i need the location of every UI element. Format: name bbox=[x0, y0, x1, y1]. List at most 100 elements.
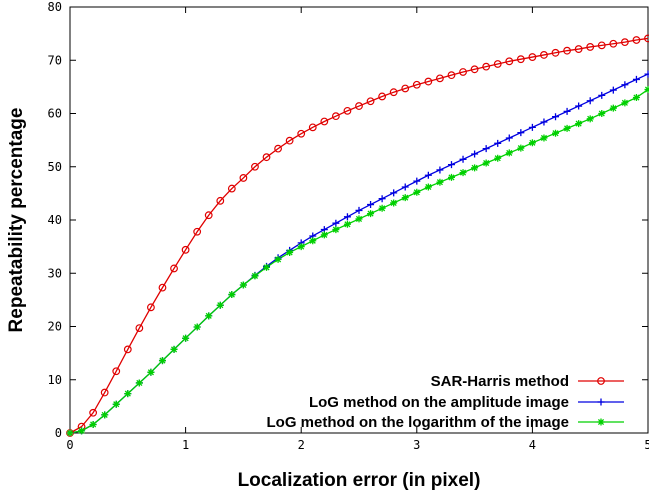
legend-label-3: LoG method on the logarithm of the image bbox=[267, 414, 570, 431]
series-3-point bbox=[112, 400, 120, 408]
series-3-point bbox=[89, 420, 97, 428]
series-1-point bbox=[193, 227, 202, 236]
series-3-point bbox=[78, 427, 86, 435]
series-1-point bbox=[586, 43, 595, 51]
series-3-point bbox=[413, 188, 421, 196]
y-tick-label: 20 bbox=[48, 320, 62, 334]
series-1-point bbox=[89, 408, 98, 417]
series-1-point bbox=[320, 117, 329, 126]
series-2-point bbox=[436, 166, 444, 174]
series-3-point bbox=[101, 411, 109, 419]
series-1-point bbox=[366, 97, 375, 106]
series-1-point bbox=[204, 211, 213, 220]
series-1-point bbox=[644, 34, 649, 43]
series-1-point bbox=[609, 39, 618, 48]
series-3-point bbox=[447, 173, 455, 181]
series-3-point bbox=[598, 110, 606, 117]
series-1-point bbox=[297, 129, 306, 138]
y-axis-title: Repeatability percentage bbox=[6, 108, 27, 333]
y-tick-label: 40 bbox=[48, 213, 62, 227]
series-1-point bbox=[112, 367, 121, 376]
series-3-point bbox=[274, 255, 282, 263]
series-1-point bbox=[308, 123, 317, 132]
series-1-point bbox=[401, 84, 410, 93]
series-1-point bbox=[239, 174, 248, 182]
series-2-point bbox=[644, 70, 649, 78]
series-3-point bbox=[309, 237, 317, 245]
series-1-point bbox=[574, 45, 583, 53]
series-3-point bbox=[424, 183, 432, 191]
series-1-point bbox=[170, 264, 178, 273]
series-1-point bbox=[620, 38, 629, 47]
series-2-point bbox=[424, 171, 432, 179]
series-1-point bbox=[459, 68, 467, 76]
series-1-point bbox=[528, 53, 537, 61]
series-2-point bbox=[598, 91, 606, 99]
series-3-point bbox=[263, 263, 271, 271]
series-3-point bbox=[621, 99, 629, 107]
x-axis-title: Localization error (in pixel) bbox=[238, 470, 481, 491]
series-3-point bbox=[632, 94, 640, 102]
series-3-point bbox=[378, 204, 386, 212]
series-3-point bbox=[644, 86, 649, 94]
series-1-point bbox=[343, 106, 352, 115]
y-tick-label: 0 bbox=[55, 426, 62, 440]
series-3-point bbox=[401, 194, 409, 202]
series-1-point bbox=[482, 62, 491, 71]
series-2-point bbox=[482, 145, 490, 153]
series-1-point bbox=[412, 80, 421, 89]
series-3-point bbox=[528, 139, 536, 147]
series-2-point bbox=[586, 97, 594, 105]
series-markers bbox=[66, 34, 649, 437]
series-3-point bbox=[355, 215, 363, 223]
series-3-point bbox=[216, 301, 224, 309]
series-2-point bbox=[552, 113, 560, 121]
series-1-point bbox=[158, 283, 167, 292]
series-3-point bbox=[286, 248, 294, 256]
y-tick-label: 60 bbox=[48, 107, 62, 121]
series-2-point bbox=[471, 150, 479, 158]
series-1-point bbox=[505, 57, 514, 66]
series-3-point bbox=[147, 368, 155, 376]
series-1-point bbox=[516, 55, 525, 64]
series-1-point bbox=[493, 60, 502, 68]
series-3-point bbox=[459, 169, 467, 177]
series-3-point bbox=[251, 272, 259, 280]
series-3-point bbox=[609, 104, 617, 112]
x-tick-label: 5 bbox=[644, 438, 649, 452]
series-1-point bbox=[540, 51, 548, 59]
series-3-point bbox=[540, 134, 548, 142]
series-3-point bbox=[182, 334, 190, 342]
x-tick-label: 0 bbox=[66, 438, 73, 452]
series-3-point bbox=[332, 226, 340, 234]
series-1-point bbox=[632, 36, 641, 44]
series-1-point bbox=[436, 74, 444, 83]
series-2-point bbox=[413, 177, 421, 185]
series-1-point bbox=[274, 144, 282, 153]
series-1-point bbox=[378, 92, 387, 101]
series-3-point bbox=[193, 323, 201, 331]
x-tick-label: 1 bbox=[182, 438, 189, 452]
series-1-point bbox=[470, 65, 479, 74]
series-3-point bbox=[552, 129, 560, 137]
series-1-point bbox=[100, 388, 109, 397]
series-1-point bbox=[262, 153, 271, 162]
series-3-point bbox=[575, 120, 583, 128]
series-1-point bbox=[135, 324, 144, 332]
series-3-point bbox=[471, 164, 479, 172]
legend: SAR-Harris method LoG method on the ampli… bbox=[267, 373, 624, 431]
series-2-point bbox=[575, 102, 583, 110]
series-3-point bbox=[390, 199, 398, 207]
series-3-point bbox=[135, 379, 143, 387]
series-3-point bbox=[343, 220, 351, 228]
series-2-point bbox=[378, 195, 386, 203]
series-2-point bbox=[621, 81, 629, 89]
series-1-point bbox=[551, 48, 560, 57]
series-1-point bbox=[389, 88, 398, 97]
y-tick-label: 10 bbox=[48, 373, 62, 387]
series-3-point bbox=[66, 429, 74, 437]
series-3-point bbox=[436, 178, 444, 186]
series-3-point bbox=[124, 390, 132, 398]
